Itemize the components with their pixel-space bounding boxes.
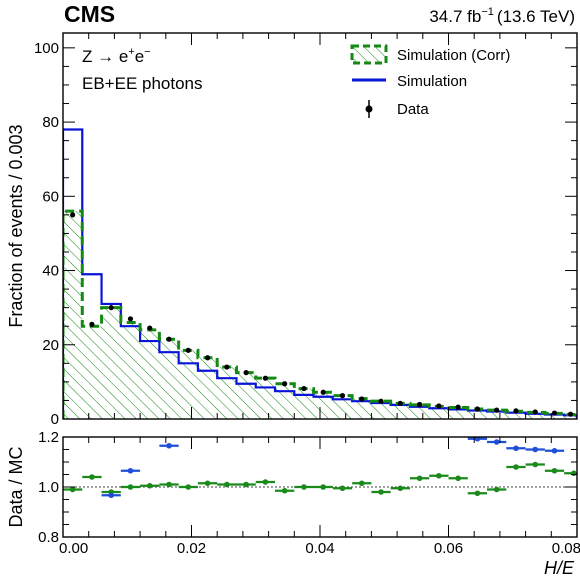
x-axis-label: H/E xyxy=(544,558,575,577)
data-point xyxy=(532,409,538,415)
ratio-y-tick-label: 1.0 xyxy=(38,479,59,496)
experiment-label: CMS xyxy=(64,1,115,27)
y-tick-label: 100 xyxy=(34,40,59,57)
ratio-corr-point xyxy=(204,480,211,487)
y-tick-label: 0 xyxy=(51,411,59,428)
ratio-corr-point xyxy=(416,475,423,482)
data-point xyxy=(320,389,326,395)
main-axis-ticks: 0 20 40 60 80 100 xyxy=(34,33,578,428)
data-point xyxy=(147,325,153,331)
data-point xyxy=(282,381,288,387)
data-point xyxy=(455,404,461,410)
ratio-corr-point xyxy=(224,481,230,488)
data-point xyxy=(301,385,307,392)
y-tick-label: 80 xyxy=(42,114,59,131)
ratio-points xyxy=(63,437,577,499)
legend-corr-swatch xyxy=(350,44,388,65)
legend-data-marker xyxy=(365,105,373,113)
ratio-corr-point xyxy=(397,485,404,492)
x-tick-label: 0.00 xyxy=(59,540,88,557)
y-axis-label: Fraction of events / 0.003 xyxy=(6,124,26,327)
ratio-corr-point xyxy=(281,487,288,494)
corr-hist-fill xyxy=(63,211,577,419)
ratio-sim-point xyxy=(493,439,500,445)
ratio-sim-point xyxy=(166,442,172,449)
data-point xyxy=(359,396,365,402)
ratio-corr-point xyxy=(301,484,307,490)
ratio-sim-point xyxy=(108,492,114,499)
selection-label: EB+EE photons xyxy=(82,74,203,93)
ratio-sim-point xyxy=(474,437,481,442)
data-point xyxy=(567,411,574,417)
data-point xyxy=(494,407,500,413)
ratio-corr-point xyxy=(166,481,172,488)
ratio-corr-point xyxy=(532,461,539,468)
ratio-axis-ticks: 0.8 1.0 1.2 0.00 0.02 0.04 0.06 0.08 xyxy=(38,429,580,557)
data-point xyxy=(224,364,230,370)
data-point xyxy=(378,398,384,404)
data-point xyxy=(474,406,481,412)
legend-data-label: Data xyxy=(397,101,429,118)
main-histograms xyxy=(63,128,577,419)
ratio-sim-point xyxy=(127,467,134,474)
data-points xyxy=(70,212,574,417)
ratio-corr-point xyxy=(436,472,442,479)
data-point xyxy=(108,305,114,311)
data-point xyxy=(204,355,211,361)
x-tick-label: 0.02 xyxy=(177,540,206,557)
ratio-corr-point xyxy=(513,464,519,470)
data-point xyxy=(339,393,346,399)
ratio-corr-point xyxy=(474,490,481,497)
process-label: Z → e+e− xyxy=(82,46,151,66)
data-point xyxy=(397,400,403,407)
x-tick-label: 0.04 xyxy=(305,540,334,557)
ratio-y-tick-label: 1.2 xyxy=(38,429,59,446)
data-point xyxy=(127,316,134,322)
legend: Simulation (Corr) Simulation Data xyxy=(350,44,510,118)
data-point xyxy=(70,212,76,218)
y-tick-label: 20 xyxy=(42,337,59,354)
data-point xyxy=(416,401,423,408)
data-point xyxy=(262,375,268,381)
ratio-y-tick-label: 0.8 xyxy=(38,529,59,546)
ratio-sim-point xyxy=(551,447,558,454)
ratio-corr-point xyxy=(127,484,134,490)
ratio-corr-point xyxy=(358,480,365,487)
data-point xyxy=(185,347,191,353)
ratio-corr-point xyxy=(185,484,192,490)
ratio-corr-point xyxy=(146,482,153,489)
x-tick-label: 0.06 xyxy=(434,540,463,557)
ratio-corr-point xyxy=(378,489,384,495)
y-tick-label: 40 xyxy=(42,263,59,280)
legend-sim-label: Simulation xyxy=(397,73,467,90)
ratio-corr-point xyxy=(493,486,500,493)
ratio-corr-point xyxy=(320,484,327,490)
ratio-corr-point xyxy=(455,475,461,482)
data-point xyxy=(551,410,558,416)
data-point xyxy=(436,403,442,409)
ratio-corr-point xyxy=(69,486,76,493)
x-tick-label: 0.08 xyxy=(552,540,580,557)
ratio-y-axis-label: Data / MC xyxy=(6,446,26,527)
data-point xyxy=(243,370,249,376)
ratio-corr-point xyxy=(339,485,346,492)
ratio-corr-point xyxy=(262,479,269,485)
luminosity-label: 34.7 fb−1 (13.6 TeV) xyxy=(429,6,575,26)
ratio-corr-point xyxy=(243,481,249,488)
legend-corr-label: Simulation (Corr) xyxy=(397,47,510,64)
y-tick-label: 60 xyxy=(42,188,59,205)
data-point xyxy=(89,321,95,327)
ratio-corr-point xyxy=(89,474,95,480)
ratio-corr-point xyxy=(570,470,577,477)
ratio-corr-point xyxy=(551,467,558,474)
ratio-sim-point xyxy=(513,445,519,452)
data-point xyxy=(513,408,519,414)
ratio-sim-point xyxy=(532,446,539,453)
data-point xyxy=(166,336,172,342)
